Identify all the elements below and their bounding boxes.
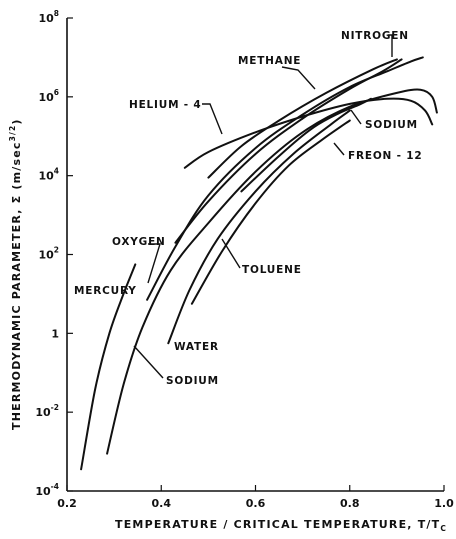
x-axis-title-text: TEMPERATURE / CRITICAL TEMPERATURE, T/T [115,518,440,531]
y-tick-label-base: 10 [38,12,54,25]
x-tick-label: 0.6 [246,497,266,510]
curve-freon-12 [240,97,372,193]
leader-methane [281,66,316,90]
y-tick-label: 108 [38,9,59,25]
y-axis-title-exp: 3/2 [8,125,17,142]
axes [66,18,444,492]
y-tick-label-exp: -4 [51,482,59,491]
label-toluene: TOLUENE [242,264,302,276]
label-helium-4: HELIUM - 4 [129,99,202,111]
y-tick-label-exp: 6 [54,88,59,97]
leader-helium-4 [202,103,223,135]
x-tick-label: 0.2 [57,497,77,510]
ticks [66,17,445,492]
leader-toluene [221,238,241,269]
curve-water [167,109,351,345]
curve-sodium [106,88,438,455]
y-tick-label-exp: -2 [51,403,59,412]
y-tick-label-base: 10 [38,249,54,262]
label-freon-12: FREON - 12 [348,150,422,162]
leader-oxygen [147,243,161,284]
label-oxygen: OXYGEN [112,236,166,248]
y-tick-label: 1 [51,327,59,340]
y-axis-title-text: THERMODYNAMIC PARAMETER, Σ (m/sec [10,141,23,430]
x-axis-title: TEMPERATURE / CRITICAL TEMPERATURE, T/TC [115,518,447,533]
y-tick-label-exp: 2 [54,246,59,255]
y-tick-label-base: 10 [38,170,54,183]
y-tick-label: 10-2 [35,403,59,419]
x-tick-label: 0.4 [152,497,172,510]
y-axis-title-close: ) [10,118,23,124]
curves [80,56,438,471]
y-tick-label-base: 10 [38,91,54,104]
y-tick-label-exp: 4 [54,167,59,176]
y-tick-label-exp: 8 [54,9,59,18]
label-mercury: MERCURY [74,285,137,297]
leader-lines [127,34,393,379]
x-tick-label: 1.0 [434,497,454,510]
leader-freon-12 [333,142,345,156]
curve-helium-4 [183,97,434,169]
y-tick-label: 106 [38,88,59,104]
curve-toluene [190,119,351,305]
curve-methane [207,58,398,179]
label-water: WATER [174,341,219,353]
y-tick-label-base: 1 [51,327,59,340]
y-tick-label: 10-4 [35,482,59,498]
label-sodium: SODIUM [365,119,418,131]
x-axis-title-sub: C [440,524,447,533]
label-methane: METHANE [238,55,301,67]
y-tick-label-base: 10 [35,406,51,419]
x-tick-label: 0.8 [340,497,360,510]
curve-labels: MERCURY SODIUM OXYGEN WATER TOLUENE HELIUM - … [74,30,422,387]
leader-nitrogen [388,34,393,57]
label-sodium: SODIUM [166,375,219,387]
curve-nitrogen [174,58,403,244]
curve-mercury [80,263,137,471]
label-nitrogen: NITROGEN [341,30,409,42]
y-tick-label: 104 [38,167,59,183]
leader-sodium [133,345,164,379]
y-tick-label-base: 10 [35,485,51,498]
leader-sodium [350,109,362,125]
y-tick-label: 102 [38,246,59,262]
y-axis-title: THERMODYNAMIC PARAMETER, Σ (m/sec3/2) [8,118,23,430]
